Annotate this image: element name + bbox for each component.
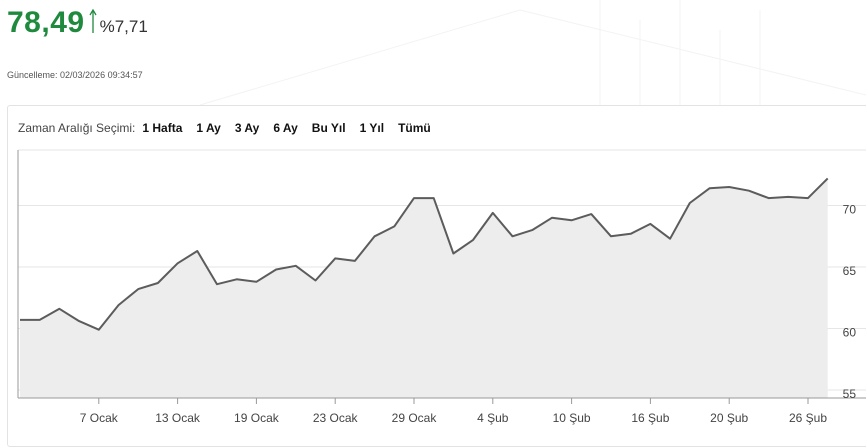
y-tick-label: 55 <box>843 387 857 401</box>
update-timestamp: Güncelleme: 02/03/2026 09:34:57 <box>7 70 143 80</box>
x-tick-label: 26 Şub <box>789 411 827 425</box>
range-1-year-button[interactable]: 1 Yıl <box>359 121 385 135</box>
time-range-label: Zaman Aralığı Seçimi: <box>18 121 136 135</box>
last-price: 78,49 <box>7 6 85 39</box>
range-this-year-button[interactable]: Bu Yıl <box>311 121 346 135</box>
y-tick-label: 60 <box>843 326 857 340</box>
x-tick-label: 19 Ocak <box>234 411 280 425</box>
x-tick-label: 16 Şub <box>631 411 669 425</box>
y-tick-label: 70 <box>843 203 857 217</box>
range-all-button[interactable]: Tümü <box>398 121 431 135</box>
x-tick-label: 7 Ocak <box>80 411 119 425</box>
x-tick-label: 20 Şub <box>710 411 748 425</box>
x-tick-label: 23 Ocak <box>313 411 359 425</box>
x-tick-label: 10 Şub <box>553 411 591 425</box>
range-1-month-button[interactable]: 1 Ay <box>196 121 221 135</box>
x-tick-label: 4 Şub <box>477 411 509 425</box>
y-tick-label: 65 <box>843 264 857 278</box>
change-percent: %7,71 <box>99 17 148 36</box>
range-3-months-button[interactable]: 3 Ay <box>234 121 260 135</box>
range-1-week-button[interactable]: 1 Hafta <box>142 121 183 135</box>
series-line <box>20 177 829 331</box>
arrow-up-icon <box>89 8 97 33</box>
x-tick-label: 29 Ocak <box>392 411 438 425</box>
x-tick-label: 13 Ocak <box>155 411 201 425</box>
range-6-months-button[interactable]: 6 Ay <box>273 121 298 135</box>
time-range-selector: Zaman Aralığı Seçimi: 1 Hafta 1 Ay 3 Ay … <box>18 121 445 135</box>
quote-header: 78,49 %7,71 <box>7 4 148 42</box>
series-area <box>20 178 828 398</box>
